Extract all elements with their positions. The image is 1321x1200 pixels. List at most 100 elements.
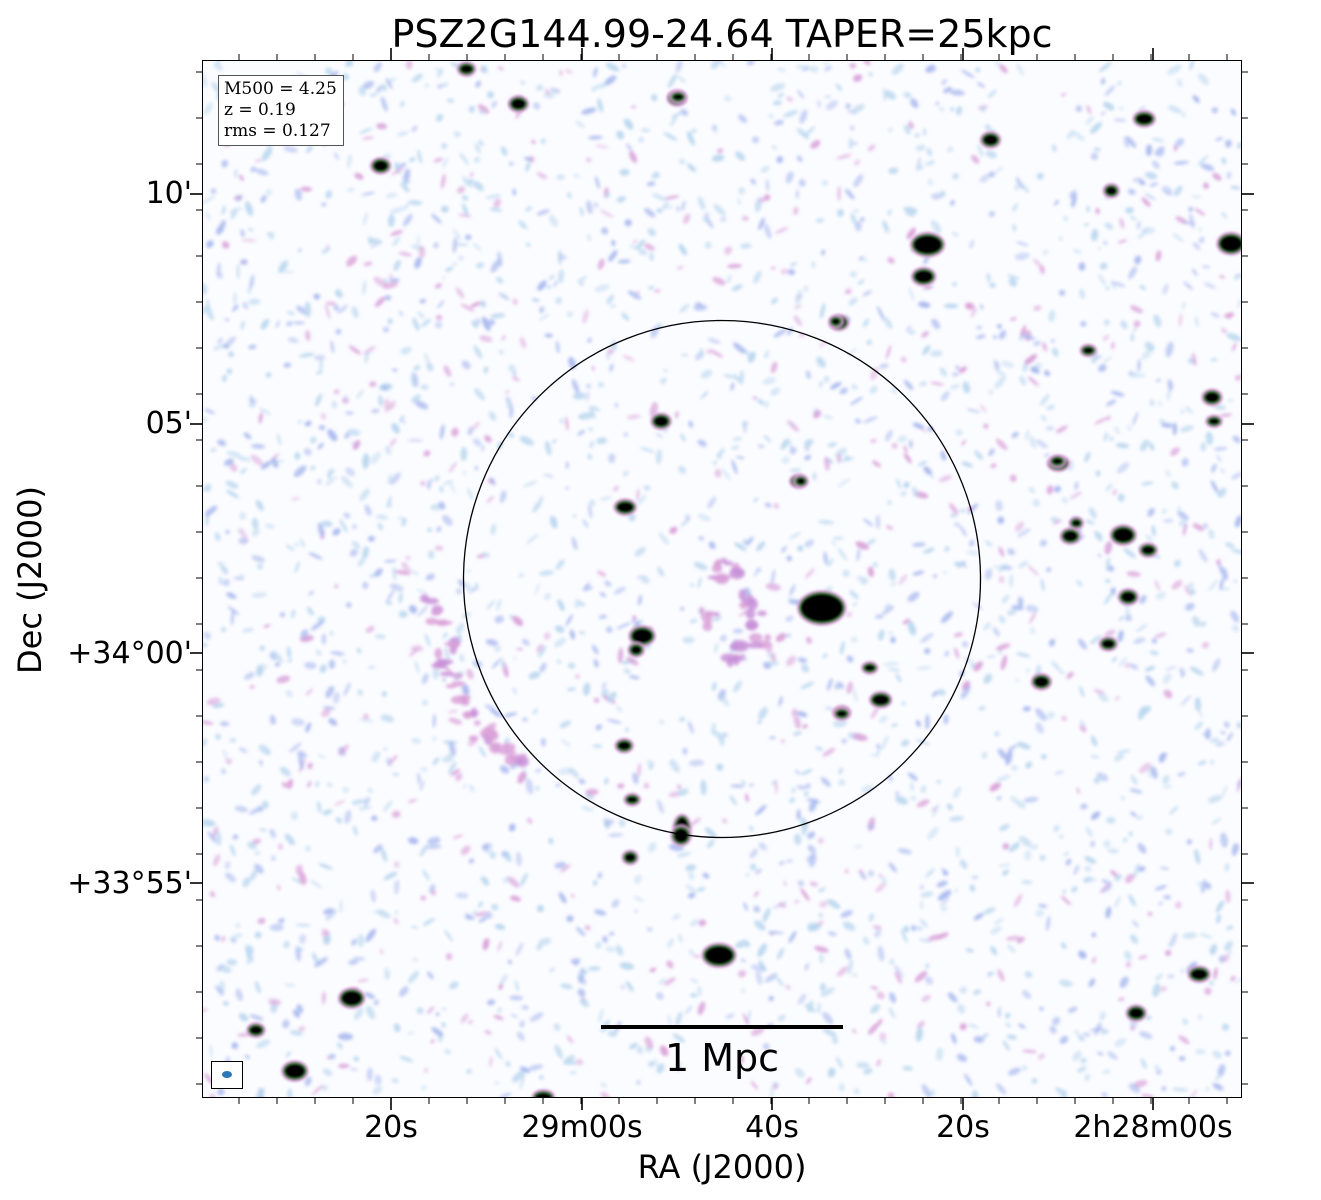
noise-blob xyxy=(1217,1064,1226,1077)
noise-blob xyxy=(1077,638,1087,650)
noise-blob xyxy=(1039,1006,1044,1011)
beam-box xyxy=(211,1061,243,1089)
noise-blob xyxy=(221,374,228,382)
info-box: M500 = 4.25 z = 0.19 rms = 0.127 xyxy=(218,75,344,146)
noise-blob xyxy=(895,791,900,798)
noise-blob xyxy=(389,438,397,447)
noise-blob xyxy=(588,499,596,507)
noise-blob xyxy=(481,316,491,331)
noise-blob xyxy=(739,369,745,385)
noise-blob xyxy=(1058,979,1073,987)
noise-blob xyxy=(590,405,601,412)
noise-blob xyxy=(519,435,534,446)
noise-blob xyxy=(1171,481,1179,490)
noise-blob xyxy=(888,862,897,873)
noise-blob xyxy=(1046,485,1054,495)
noise-blob xyxy=(558,69,564,76)
noise-blob xyxy=(827,1067,836,1078)
noise-blob xyxy=(506,402,513,409)
noise-blob xyxy=(824,65,832,72)
noise-blob xyxy=(1221,157,1227,165)
noise-blob xyxy=(936,880,948,888)
noise-blob xyxy=(1123,135,1130,148)
noise-blob xyxy=(1234,977,1241,984)
noise-blob xyxy=(638,248,648,256)
noise-blob xyxy=(602,681,606,691)
noise-blob xyxy=(872,562,878,568)
noise-blob xyxy=(1102,334,1110,341)
noise-blob xyxy=(659,1045,669,1057)
noise-blob xyxy=(555,783,561,787)
noise-blob xyxy=(905,325,912,332)
noise-blob xyxy=(786,655,796,667)
noise-blob xyxy=(923,466,933,475)
noise-blob xyxy=(367,665,376,669)
noise-blob xyxy=(303,447,312,456)
noise-blob xyxy=(849,62,857,69)
noise-blob xyxy=(918,301,931,308)
noise-blob xyxy=(690,919,699,927)
noise-blob xyxy=(1152,160,1160,169)
noise-blob xyxy=(931,690,939,698)
noise-blob xyxy=(1124,873,1135,884)
noise-blob xyxy=(364,350,369,364)
noise-blob xyxy=(939,367,947,377)
noise-blob xyxy=(1098,364,1107,373)
noise-blob xyxy=(353,1007,364,1021)
noise-blob xyxy=(961,461,973,468)
noise-blob xyxy=(643,782,650,789)
noise-blob xyxy=(922,345,931,356)
noise-blob xyxy=(351,306,359,319)
noise-blob xyxy=(598,614,608,620)
noise-blob xyxy=(593,83,609,90)
noise-blob xyxy=(757,943,767,957)
noise-blob xyxy=(1093,147,1101,152)
noise-blob xyxy=(398,418,406,424)
noise-blob xyxy=(957,1003,966,1014)
noise-blob xyxy=(239,174,244,182)
noise-blob xyxy=(339,899,343,914)
noise-blob xyxy=(1225,139,1232,149)
noise-blob xyxy=(806,798,821,803)
noise-blob xyxy=(1036,172,1044,180)
noise-blob xyxy=(345,602,352,608)
x-axis-label: RA (J2000) xyxy=(637,1148,807,1186)
noise-blob xyxy=(1102,356,1113,364)
noise-blob xyxy=(287,310,295,316)
noise-blob xyxy=(444,929,453,942)
compact-sources xyxy=(245,61,1241,1097)
noise-blob xyxy=(251,444,266,449)
noise-blob xyxy=(1130,774,1138,786)
noise-blob xyxy=(422,869,430,881)
noise-blob xyxy=(451,427,459,437)
noise-blob xyxy=(464,913,471,920)
noise-blob xyxy=(805,783,811,789)
noise-blob xyxy=(214,934,221,941)
noise-blob xyxy=(1043,453,1050,457)
diffuse-blob xyxy=(738,588,747,601)
noise-blob xyxy=(1017,596,1024,608)
noise-blob xyxy=(427,480,431,490)
noise-blob xyxy=(374,1074,382,1086)
noise-blob xyxy=(881,605,895,616)
source-core xyxy=(341,991,362,1006)
noise-blob xyxy=(646,759,655,767)
noise-blob xyxy=(249,397,257,406)
noise-blob xyxy=(636,488,640,501)
noise-blob xyxy=(381,690,387,698)
noise-blob xyxy=(1012,203,1018,212)
noise-blob xyxy=(411,925,419,929)
noise-blob xyxy=(900,356,907,363)
noise-blob xyxy=(770,1085,774,1097)
noise-blob xyxy=(334,800,346,806)
noise-blob xyxy=(279,612,286,618)
noise-blob xyxy=(494,923,506,931)
noise-blob xyxy=(1219,578,1224,591)
noise-blob xyxy=(421,318,431,328)
noise-blob xyxy=(266,232,272,236)
noise-blob xyxy=(622,355,635,362)
diffuse-blob xyxy=(756,610,767,617)
noise-blob xyxy=(982,622,992,631)
noise-blob xyxy=(680,606,685,611)
noise-blob xyxy=(328,1053,336,1059)
